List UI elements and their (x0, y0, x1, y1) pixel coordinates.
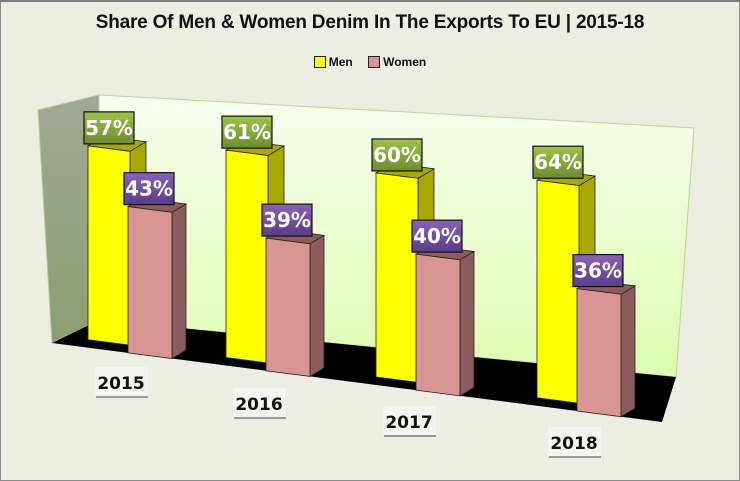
category-label-bg (95, 367, 148, 396)
category-label-bg (548, 427, 601, 456)
data-label-box (371, 138, 423, 172)
bar-women-2015 (127, 206, 173, 359)
category-label-2018: 2018 (548, 427, 601, 458)
category-label-bg (383, 406, 436, 435)
bar-side-women-2016 (309, 234, 325, 378)
data-label-men-2018: 64% (532, 145, 584, 179)
chart-title: Share Of Men & Women Denim In The Export… (95, 12, 645, 33)
data-label-box (83, 111, 135, 145)
data-label-text: 43% (125, 177, 173, 201)
category-label-text: 2017 (385, 413, 432, 433)
data-label-men-2015: 57% (83, 111, 135, 145)
bar-women-2018 (576, 288, 622, 418)
data-label-text: 40% (413, 224, 461, 248)
data-label-women-2016: 39% (261, 203, 313, 237)
category-label-2016: 2016 (233, 388, 286, 419)
data-label-box (123, 172, 175, 206)
legend-label-women: Women (383, 55, 427, 69)
data-label-box (532, 145, 584, 179)
data-label-box (221, 115, 273, 149)
data-label-box (261, 203, 313, 237)
data-label-text: 64% (534, 150, 582, 174)
bar-side-women-2017 (459, 250, 475, 397)
data-label-box (572, 253, 624, 288)
bar-women-2016 (265, 237, 311, 377)
legend-item-men: Men (313, 55, 353, 69)
data-label-box (411, 219, 463, 253)
legend-item-women: Women (368, 55, 426, 69)
legend-swatch-men (313, 56, 326, 68)
category-label-2015: 2015 (95, 367, 148, 398)
data-label-women-2015: 43% (123, 172, 175, 206)
bar-men-2018 (536, 179, 580, 404)
data-label-text: 60% (373, 143, 421, 167)
legend-swatch-women (368, 56, 381, 68)
data-label-text: 39% (263, 208, 311, 232)
data-label-women-2018: 36% (572, 253, 624, 288)
bar-women-2017 (415, 253, 461, 397)
legend: Men Women (0, 55, 740, 71)
data-label-text: 61% (223, 120, 271, 144)
data-label-men-2016: 61% (221, 115, 273, 149)
data-label-women-2017: 40% (411, 219, 463, 253)
category-label-bg (233, 388, 286, 417)
data-label-men-2017: 60% (371, 138, 423, 172)
data-label-text: 57% (85, 116, 133, 140)
floor (52, 320, 676, 422)
bar-side-women-2018 (620, 285, 636, 418)
category-label-text: 2016 (235, 395, 282, 415)
bar-men-2016 (225, 149, 269, 364)
bar-men-2017 (375, 172, 419, 383)
category-label-2017: 2017 (383, 406, 436, 437)
legend-label-men: Men (328, 55, 353, 69)
category-label-text: 2018 (550, 434, 597, 454)
category-label-text: 2015 (97, 374, 144, 394)
bar-side-women-2015 (171, 203, 187, 360)
data-label-text: 36% (574, 259, 622, 283)
